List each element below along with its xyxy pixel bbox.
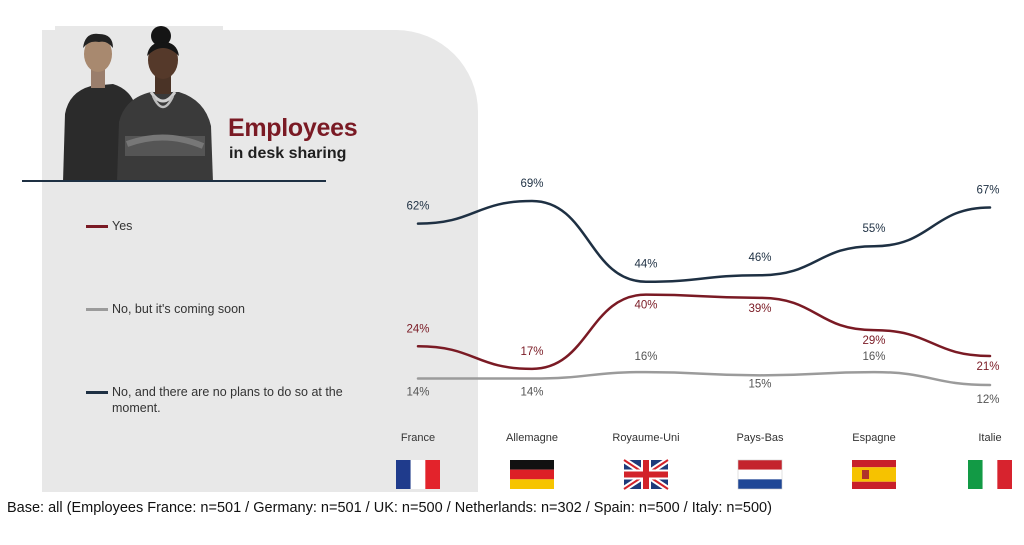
flag-italy-icon [968, 460, 1012, 489]
category-label: Royaume-Uni [612, 432, 679, 444]
chart-subtitle: in desk sharing [229, 145, 347, 162]
flag-spain-icon [852, 460, 896, 489]
data-label-no-plans: 69% [520, 178, 543, 190]
data-label-yes: 21% [976, 361, 999, 373]
chart-title: Employees [228, 114, 358, 142]
category-label: Italie [978, 432, 1001, 444]
flag-france-icon [396, 460, 440, 489]
data-label-no-plans: 62% [406, 201, 429, 213]
data-label-no-plans: 44% [634, 259, 657, 271]
series-line-no-plans [416, 199, 992, 283]
data-label-no-plans: 55% [862, 223, 885, 235]
legend-swatch-no-plans [86, 391, 108, 394]
data-label-yes: 39% [748, 303, 771, 315]
category-label: Pays-Bas [736, 432, 784, 444]
series-line-yes [416, 293, 992, 371]
employees-photo [55, 26, 223, 182]
data-label-coming-soon: 15% [748, 378, 771, 390]
data-label-coming-soon: 12% [976, 394, 999, 406]
legend-swatch-coming-soon [86, 308, 108, 311]
data-label-yes: 17% [520, 346, 543, 358]
legend-label-coming-soon: No, but it's coming soon [112, 302, 246, 316]
flag-germany-icon [510, 460, 554, 489]
data-label-coming-soon: 14% [520, 387, 543, 399]
base-note: Base: all (Employees France: n=501 / Ger… [7, 500, 772, 516]
data-label-coming-soon: 16% [634, 351, 657, 363]
flag-netherlands-icon [737, 459, 783, 490]
heading-divider [22, 180, 326, 182]
series-line-coming-soon [416, 370, 992, 387]
legend-label-yes: Yes [112, 219, 133, 233]
data-label-no-plans: 67% [976, 184, 999, 196]
data-label-yes: 40% [634, 300, 657, 312]
category-label: France [401, 432, 435, 444]
data-label-no-plans: 46% [748, 252, 771, 264]
legend-swatch-yes [86, 225, 108, 228]
data-label-coming-soon: 14% [406, 387, 429, 399]
legend-label-no-plans: No, and there are no plans to do so at t… [112, 385, 343, 415]
category-label: Allemagne [506, 432, 558, 444]
data-label-coming-soon: 16% [862, 351, 885, 363]
category-label: Espagne [852, 432, 895, 444]
flag-uk-icon [622, 457, 670, 492]
data-label-yes: 29% [862, 335, 885, 347]
data-label-yes: 24% [406, 323, 429, 335]
